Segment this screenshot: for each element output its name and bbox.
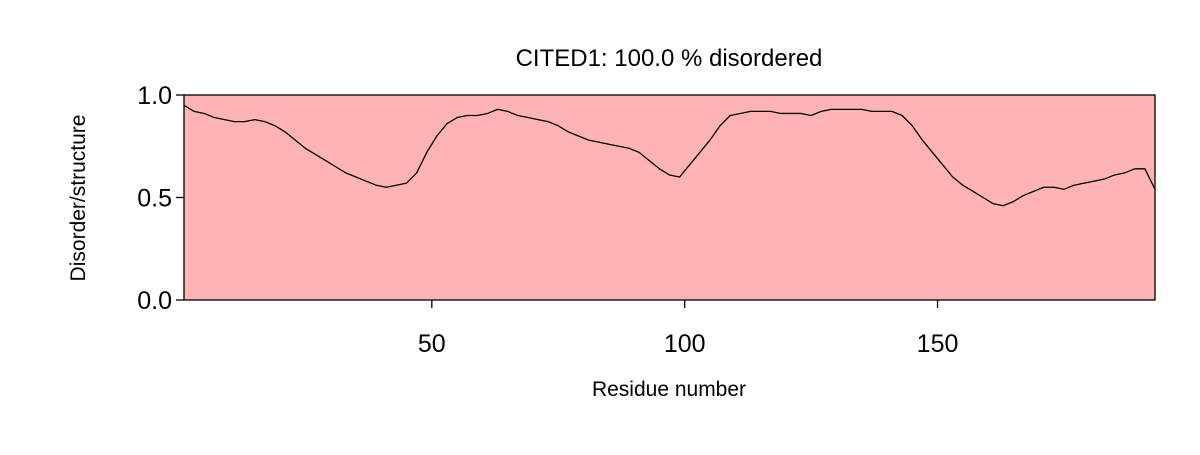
disordered-region-rect bbox=[184, 95, 1155, 300]
series-line-layer bbox=[183, 104, 1156, 207]
y-axis-label: Disorder/structure bbox=[67, 115, 90, 282]
disordered-region-layer bbox=[184, 95, 1155, 300]
x-tick-label: 50 bbox=[418, 330, 446, 358]
x-tick-label: 100 bbox=[664, 330, 706, 358]
y-tick-label: 0.5 bbox=[137, 185, 172, 213]
chart-title: CITED1: 100.0 % disordered bbox=[516, 45, 823, 72]
y-tick-label: 0.0 bbox=[137, 287, 172, 315]
axes-layer: 50 100 150 0.0 0.5 1.0 bbox=[137, 82, 1156, 358]
series-line-0 bbox=[183, 104, 1156, 207]
x-axis-label: Residue number bbox=[592, 378, 746, 401]
x-tick-label: 150 bbox=[917, 330, 959, 358]
y-tick-label: 1.0 bbox=[137, 82, 172, 110]
